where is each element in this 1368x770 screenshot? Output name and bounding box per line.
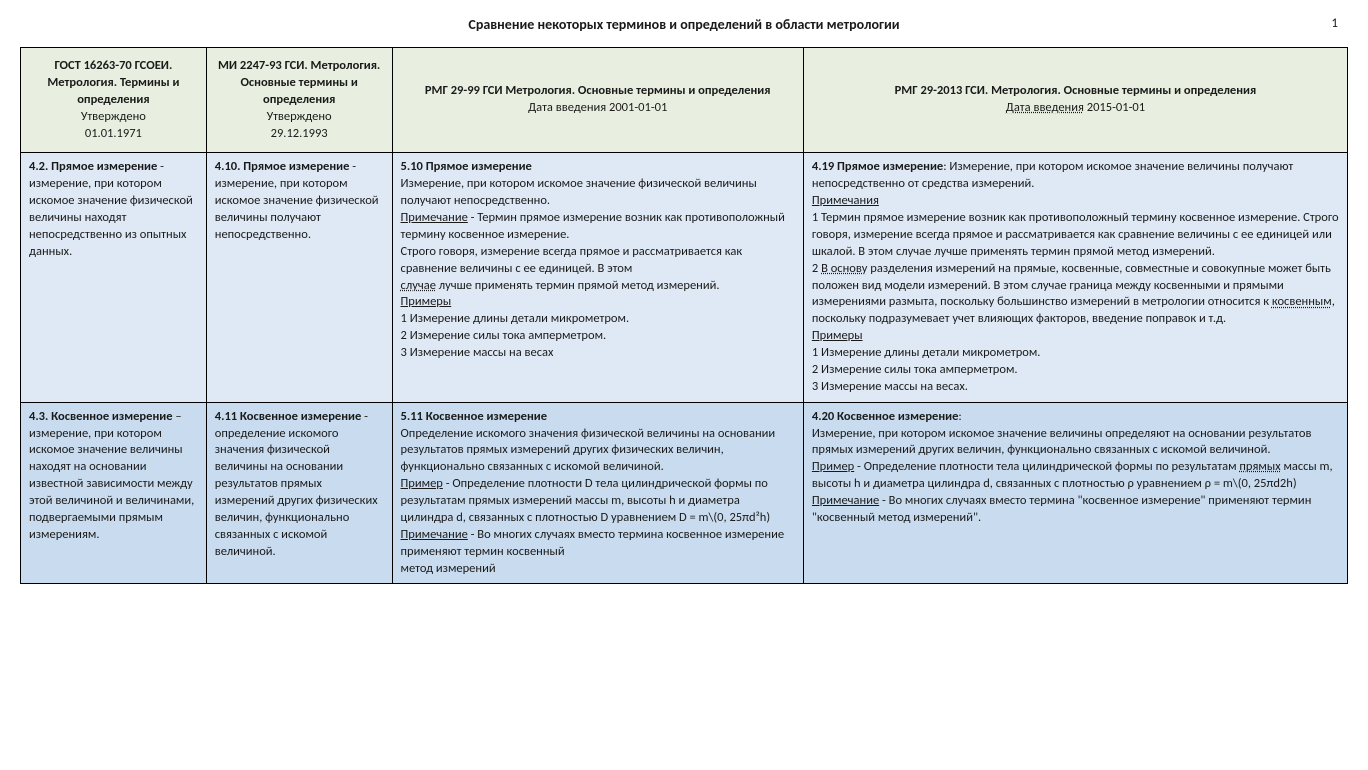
n2u1: В основу <box>821 261 867 276</box>
page-title: Сравнение некоторых терминов и определен… <box>468 16 899 33</box>
examples-label: Примеры <box>401 294 452 309</box>
col-header-1: ГОСТ 16263-70 ГСОЕИ. Метрология. Термины… <box>21 48 207 153</box>
ex-a: - Определение плотности тела цилиндричес… <box>854 459 1239 474</box>
page-header: Сравнение некоторых терминов и определен… <box>20 12 1348 37</box>
body: измерение, при котором искомое значение … <box>29 426 194 542</box>
body: измерение, при котором искомое значение … <box>215 176 379 242</box>
ex2: 2 Измерение силы тока амперметром. <box>812 362 1339 379</box>
col2-sub2: 29.12.1993 <box>215 126 384 143</box>
tail: метод измерений <box>401 561 795 578</box>
dash: – <box>173 409 182 424</box>
note-label: Примечание <box>401 527 468 542</box>
col1-sub1: Утверждено <box>29 109 198 126</box>
example-label: Пример <box>812 459 854 474</box>
n2u2: косвенным <box>1272 294 1332 309</box>
ex3: 3 Измерение массы на весах <box>401 345 795 362</box>
term: 4.10. Прямое измерение <box>215 159 350 174</box>
col-header-4: РМГ 29-2013 ГСИ. Метрология. Основные те… <box>803 48 1347 153</box>
term: 5.10 Прямое измерение <box>401 159 532 174</box>
col-header-2: МИ 2247-93 ГСИ. Метрология. Основные тер… <box>206 48 392 153</box>
note-body: - Во многих случаях вместо термина "косв… <box>812 493 1311 525</box>
col1-sub2: 01.01.1971 <box>29 126 198 143</box>
ex1: 1 Измерение длины детали микрометром. <box>401 311 795 328</box>
col3-sub1: Дата введения 2001-01-01 <box>401 100 795 117</box>
n2a: 2 <box>812 261 821 276</box>
term: 4.2. Прямое измерение <box>29 159 157 174</box>
table-row: 4.3. Косвенное измерение – измерение, пр… <box>21 402 1348 584</box>
body: определение искомого значения физической… <box>215 426 378 559</box>
cell-r1c4: 4.19 Прямое измерение: Измерение, при ко… <box>803 153 1347 402</box>
dash: - <box>157 159 164 174</box>
body: Определение искомого значения физической… <box>401 426 795 477</box>
page-number: 1 <box>1331 16 1338 31</box>
body: Измерение, при котором искомое значение … <box>812 426 1339 460</box>
cell-r1c3: 5.10 Прямое измерение Измерение, при кот… <box>392 153 803 402</box>
col4-sub-date: 2015-01-01 <box>1087 100 1145 115</box>
note-label: Примечание <box>812 493 879 508</box>
col-header-3: РМГ 29-99 ГСИ Метрология. Основные терми… <box>392 48 803 153</box>
colon: : <box>958 409 961 424</box>
col4-sub-prefix: Дата введения <box>1006 100 1084 115</box>
term: 4.19 Прямое измерение <box>812 159 943 174</box>
ex1: 1 Измерение длины детали микрометром. <box>812 345 1339 362</box>
term: 5.11 Косвенное измерение <box>401 409 548 424</box>
col1-title: ГОСТ 16263-70 ГСОЕИ. Метрология. Термины… <box>29 58 198 109</box>
cell-r2c4: 4.20 Косвенное измерение: Измерение, при… <box>803 402 1347 584</box>
term: 4.20 Косвенное измерение <box>812 409 959 424</box>
para2a: Строго говоря, измерение всегда прямое и… <box>401 244 743 276</box>
col2-title: МИ 2247-93 ГСИ. Метрология. Основные тер… <box>215 58 384 109</box>
example-label: Пример <box>401 476 443 491</box>
para2-u: случае <box>401 278 436 293</box>
dash: - <box>349 159 356 174</box>
col4-title: РМГ 29-2013 ГСИ. Метрология. Основные те… <box>812 83 1339 100</box>
ex2: 2 Измерение силы тока амперметром. <box>401 328 795 345</box>
ex-u: прямых <box>1239 459 1280 474</box>
term: 4.11 Косвенное измерение <box>215 409 362 424</box>
dash: - <box>361 409 368 424</box>
notes-label: Примечания <box>812 193 879 208</box>
body: измерение, при котором искомое значение … <box>29 176 193 259</box>
ex3: 3 Измерение массы на весах. <box>812 379 1339 396</box>
cell-r2c1: 4.3. Косвенное измерение – измерение, пр… <box>21 402 207 584</box>
cell-r1c1: 4.2. Прямое измерение - измерение, при к… <box>21 153 207 402</box>
note1: 1 Термин прямое измерение возник как про… <box>812 210 1339 261</box>
n2b: разделения измерений на прямые, косвенны… <box>812 261 1331 310</box>
cell-r1c2: 4.10. Прямое измерение - измерение, при … <box>206 153 392 402</box>
col2-sub1: Утверждено <box>215 109 384 126</box>
note-label: Примечание <box>401 210 468 225</box>
col3-title: РМГ 29-99 ГСИ Метрология. Основные терми… <box>401 83 795 100</box>
col4-sub: Дата введения 2015-01-01 <box>812 100 1339 117</box>
header-row: ГОСТ 16263-70 ГСОЕИ. Метрология. Термины… <box>21 48 1348 153</box>
cell-r2c2: 4.11 Косвенное измерение - определение и… <box>206 402 392 584</box>
cell-r2c3: 5.11 Косвенное измерение Определение иск… <box>392 402 803 584</box>
body: Измерение, при котором искомое значение … <box>401 176 795 210</box>
table-row: 4.2. Прямое измерение - измерение, при к… <box>21 153 1348 402</box>
comparison-table: ГОСТ 16263-70 ГСОЕИ. Метрология. Термины… <box>20 47 1348 584</box>
example-body: - Определение плотности D тела цилиндрич… <box>401 476 771 525</box>
term: 4.3. Косвенное измерение <box>29 409 173 424</box>
examples-label: Примеры <box>812 328 863 343</box>
para2b: лучше применять термин прямой метод изме… <box>436 278 720 293</box>
